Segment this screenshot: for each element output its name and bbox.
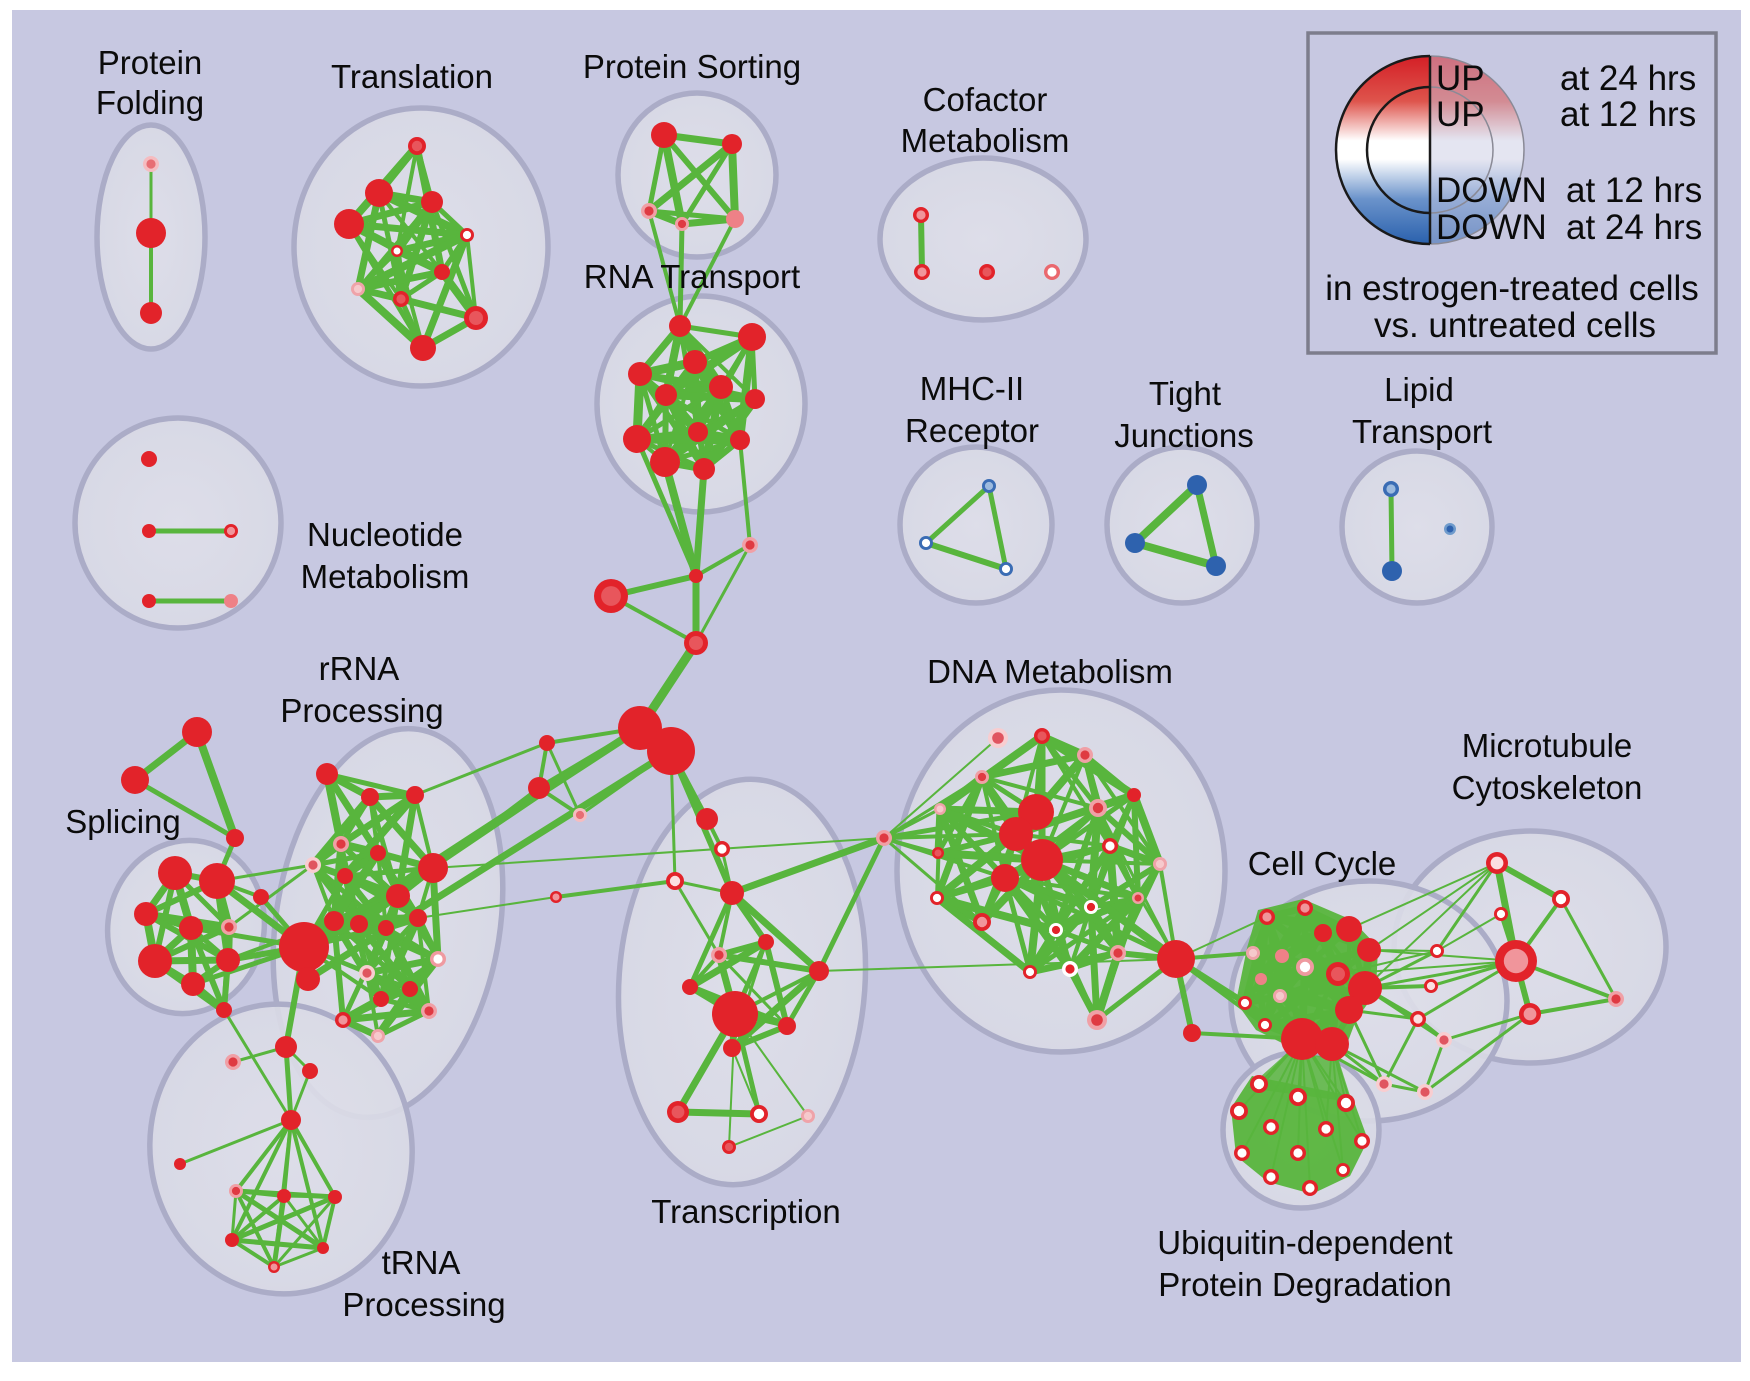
svg-text:Metabolism: Metabolism: [901, 122, 1070, 159]
svg-text:Cofactor: Cofactor: [923, 81, 1048, 118]
svg-text:UP: UP: [1436, 95, 1485, 134]
svg-text:in estrogen-treated cells: in estrogen-treated cells: [1325, 269, 1699, 308]
svg-text:DOWN: DOWN: [1436, 171, 1547, 210]
svg-text:at 24 hrs: at 24 hrs: [1566, 208, 1702, 247]
svg-text:Translation: Translation: [331, 58, 493, 95]
svg-text:Ubiquitin-dependent: Ubiquitin-dependent: [1157, 1224, 1452, 1261]
svg-text:DNA Metabolism: DNA Metabolism: [927, 653, 1173, 690]
svg-text:Metabolism: Metabolism: [301, 558, 470, 595]
svg-text:Transcription: Transcription: [651, 1193, 841, 1230]
svg-text:Protein Degradation: Protein Degradation: [1158, 1266, 1452, 1303]
svg-text:UP: UP: [1436, 59, 1485, 98]
svg-text:Nucleotide: Nucleotide: [307, 516, 463, 553]
svg-text:DOWN: DOWN: [1436, 208, 1547, 247]
svg-text:at 24 hrs: at 24 hrs: [1560, 59, 1696, 98]
svg-text:Splicing: Splicing: [65, 803, 181, 840]
svg-text:vs. untreated cells: vs. untreated cells: [1374, 306, 1656, 345]
svg-text:Cytoskeleton: Cytoskeleton: [1452, 769, 1643, 806]
svg-text:tRNA: tRNA: [382, 1244, 461, 1281]
svg-text:rRNA: rRNA: [319, 650, 400, 687]
svg-text:Processing: Processing: [342, 1286, 505, 1323]
svg-text:Transport: Transport: [1352, 413, 1492, 450]
svg-text:MHC-II: MHC-II: [920, 370, 1024, 407]
svg-text:Tight: Tight: [1149, 375, 1221, 412]
svg-text:Protein Sorting: Protein Sorting: [583, 48, 801, 85]
svg-text:Cell Cycle: Cell Cycle: [1248, 845, 1397, 882]
svg-text:RNA Transport: RNA Transport: [584, 258, 800, 295]
svg-text:Junctions: Junctions: [1114, 417, 1253, 454]
svg-text:Lipid: Lipid: [1384, 371, 1454, 408]
svg-text:at 12 hrs: at 12 hrs: [1566, 171, 1702, 210]
svg-text:Receptor: Receptor: [905, 412, 1039, 449]
svg-text:Microtubule: Microtubule: [1462, 727, 1633, 764]
svg-text:at 12 hrs: at 12 hrs: [1560, 95, 1696, 134]
svg-text:Folding: Folding: [96, 84, 204, 121]
svg-text:Processing: Processing: [280, 692, 443, 729]
svg-text:Protein: Protein: [98, 44, 203, 81]
